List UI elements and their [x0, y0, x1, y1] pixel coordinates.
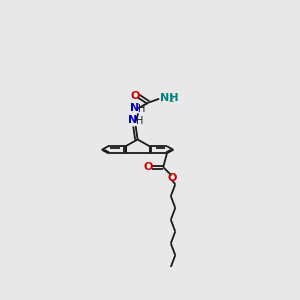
Text: NH: NH: [160, 93, 178, 103]
Text: O: O: [167, 173, 177, 183]
Text: O: O: [130, 91, 140, 101]
Text: 2: 2: [169, 95, 174, 104]
Text: H: H: [136, 116, 143, 126]
Text: O: O: [143, 162, 153, 172]
Text: N: N: [130, 103, 140, 113]
Text: H: H: [138, 104, 146, 114]
Text: N: N: [128, 115, 137, 125]
